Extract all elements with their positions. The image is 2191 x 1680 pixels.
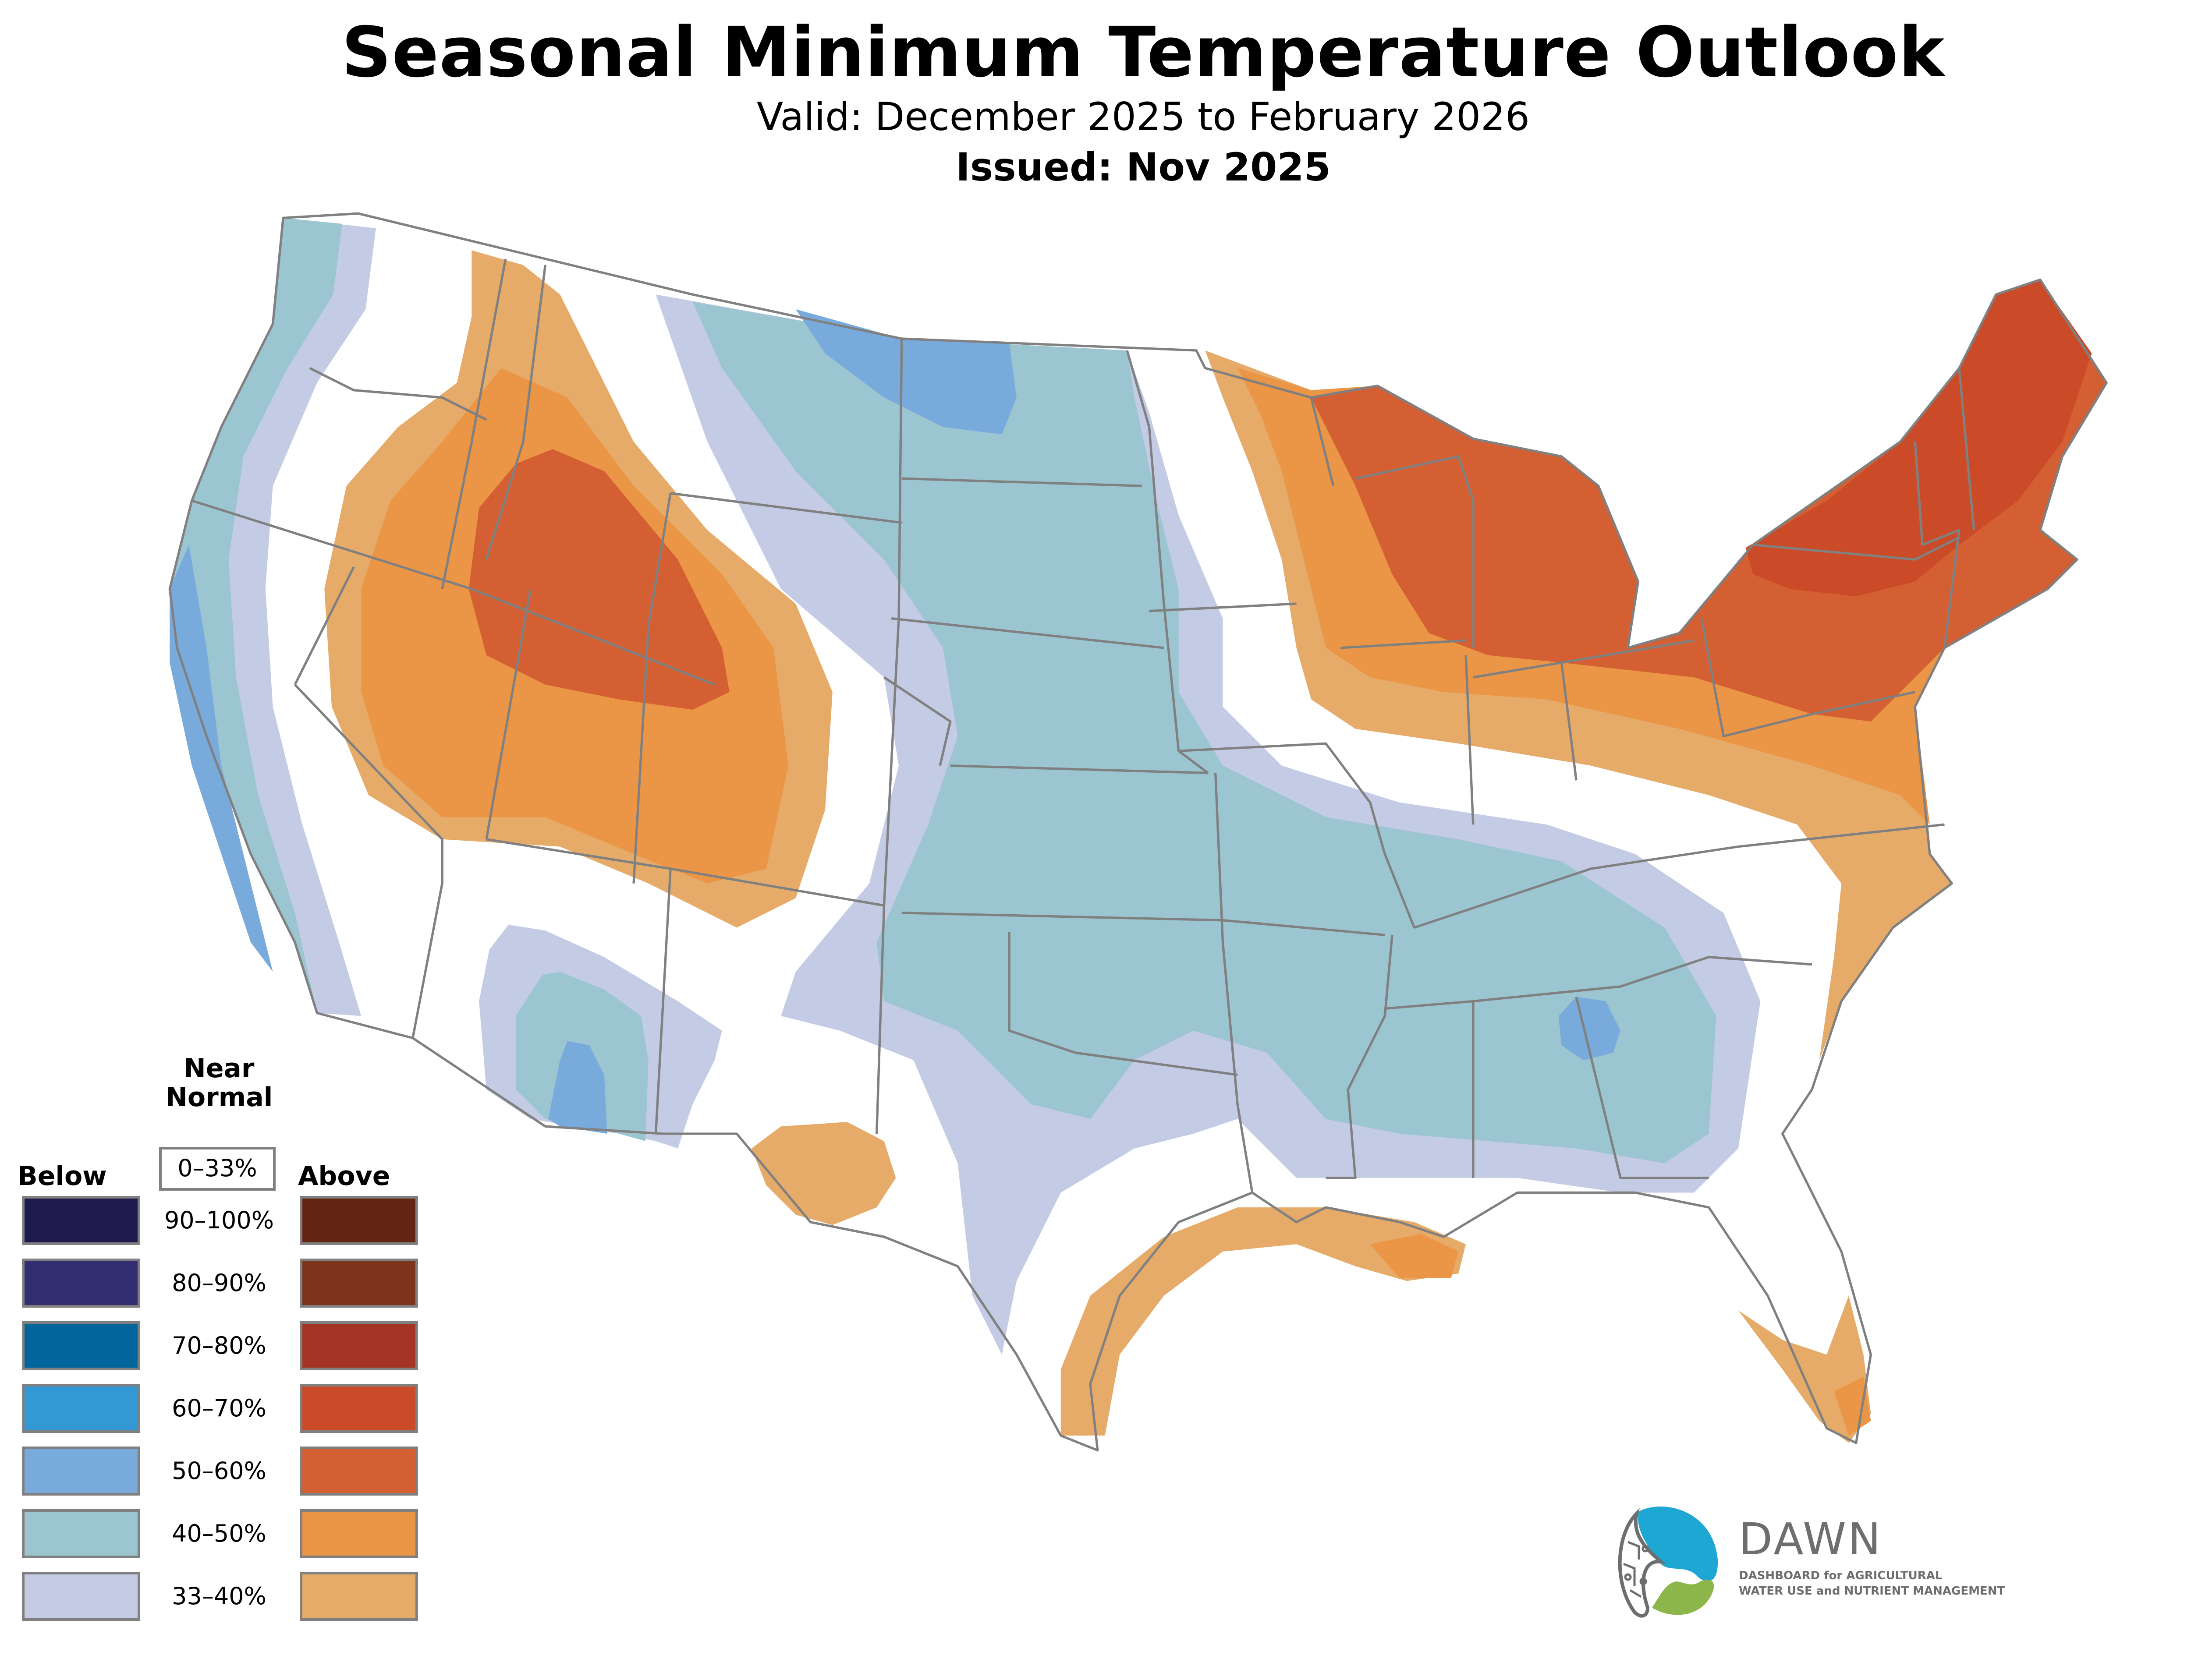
legend-above-heading: Above <box>298 1161 390 1192</box>
legend-bin-label: 90–100% <box>164 1206 274 1234</box>
below-west-coast <box>170 218 376 1016</box>
above-west-texas <box>751 1122 896 1225</box>
band-40-50 <box>170 218 342 1013</box>
conus-outline <box>168 212 2108 1452</box>
band-50-60-north <box>795 309 1017 435</box>
legend-below-swatch <box>22 1196 140 1245</box>
band-40-50 <box>692 302 1716 1164</box>
legend-above-swatch <box>300 1572 418 1621</box>
legend-below-swatch <box>22 1572 140 1621</box>
legend-bin-label: 33–40% <box>172 1582 266 1610</box>
above-florida-inner <box>1834 1376 1871 1436</box>
band-50-60 <box>170 545 273 972</box>
legend-above-swatch <box>300 1196 418 1245</box>
band-60-70 <box>1745 279 2092 597</box>
legend: Near Normal 0–33% Below Above 90–100% 80–… <box>0 1051 438 1665</box>
band-50-60-georgia <box>1558 997 1620 1060</box>
above-great-basin <box>324 250 833 928</box>
logo-wordmark: DAWN <box>1739 1514 1883 1565</box>
dawn-logo-icon <box>1618 1500 1721 1632</box>
above-northeast <box>1205 279 2107 1060</box>
above-gulf-coast <box>1060 1207 1466 1436</box>
legend-below-swatch <box>22 1447 140 1496</box>
issued-date: Issued: Nov 2025 <box>956 145 1331 190</box>
legend-above-swatch <box>300 1259 418 1308</box>
band-50-60 <box>1311 279 2107 722</box>
below-plains-southeast <box>656 294 1761 1355</box>
band-50-60 <box>468 449 730 710</box>
above-gulf-coast-inner <box>1370 1234 1459 1278</box>
legend-above-swatch <box>300 1509 418 1558</box>
logo-green-segment <box>1652 1580 1714 1615</box>
logo-blue-segment <box>1638 1507 1718 1581</box>
legend-above-swatch <box>300 1321 418 1370</box>
legend-below-swatch <box>22 1321 140 1370</box>
state-boundaries <box>168 212 2108 1452</box>
page-title: Seasonal Minimum Temperature Outlook <box>341 12 1945 93</box>
logo-tagline-line2: WATER USE and NUTRIENT MANAGEMENT <box>1739 1585 2005 1598</box>
legend-bin-label: 50–60% <box>172 1457 266 1485</box>
legend-near-normal-range: 0–33% <box>159 1147 276 1191</box>
valid-period: Valid: December 2025 to February 2026 <box>756 94 1530 139</box>
above-florida <box>1738 1295 1871 1443</box>
logo-tagline-line1: DASHBOARD for AGRICULTURAL <box>1739 1569 1943 1582</box>
legend-bin-label: 70–80% <box>172 1332 266 1359</box>
dawn-logo: DAWN DASHBOARD for AGRICULTURAL WATER US… <box>1604 1494 2042 1638</box>
legend-below-swatch <box>22 1509 140 1558</box>
legend-below-swatch <box>22 1384 140 1433</box>
legend-below-swatch <box>22 1259 140 1308</box>
circuit-lines <box>1623 1541 1649 1598</box>
legend-below-heading: Below <box>18 1161 107 1192</box>
band-50-60 <box>548 1041 607 1134</box>
legend-above-swatch <box>300 1447 418 1496</box>
legend-bin-label: 40–50% <box>172 1520 266 1547</box>
below-arizona <box>479 924 722 1149</box>
legend-above-swatch <box>300 1384 418 1433</box>
legend-near-normal-heading: Near Normal <box>165 1053 273 1113</box>
legend-bin-label: 80–90% <box>172 1269 266 1297</box>
legend-bin-label: 60–70% <box>172 1394 266 1422</box>
